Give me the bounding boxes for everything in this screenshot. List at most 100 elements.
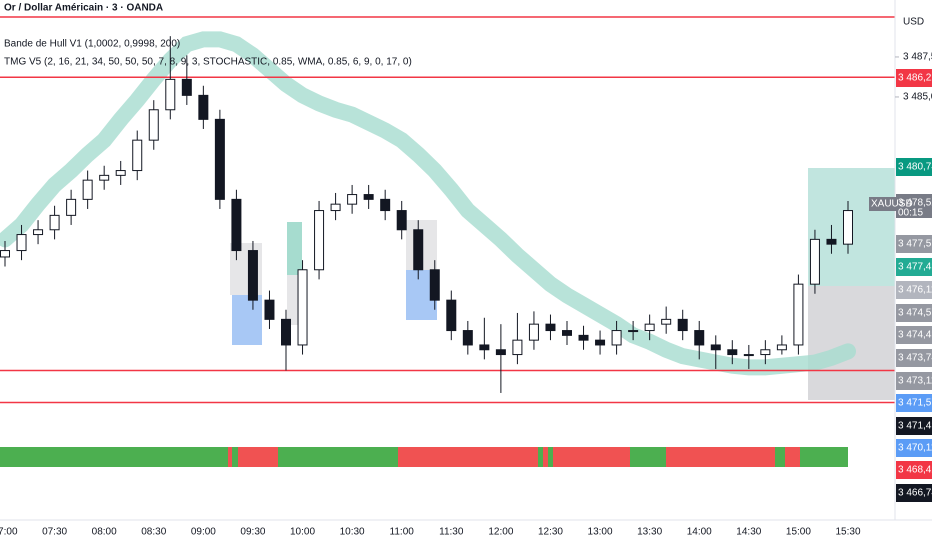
x-tick-label: 13:00	[588, 527, 613, 538]
candle-body	[843, 210, 853, 245]
price-label: 3 468,427	[898, 465, 932, 476]
candle-body	[231, 198, 242, 252]
signal-bear	[553, 447, 630, 467]
candle-body	[809, 238, 820, 285]
y-tick-label: 3 485,000	[903, 92, 932, 103]
signal-bear	[238, 447, 278, 467]
price-label-box	[896, 158, 932, 176]
price-label-box	[896, 372, 932, 390]
candle-body	[512, 339, 523, 356]
candle-body	[347, 194, 358, 205]
candle-body	[82, 179, 93, 200]
countdown: 00:15	[898, 208, 923, 219]
candle-body	[793, 283, 804, 346]
price-label: 3 476,113	[898, 285, 932, 296]
signal-bull	[800, 447, 848, 467]
candle-body	[363, 194, 374, 200]
price-label: 3 480,742	[898, 162, 932, 173]
x-tick-label: 12:30	[538, 527, 563, 538]
x-tick-label: 07:30	[42, 527, 67, 538]
x-tick-label: 10:00	[290, 527, 315, 538]
price-label-box	[896, 394, 932, 412]
x-tick-label: 09:00	[191, 527, 216, 538]
candle-body	[727, 349, 738, 356]
x-tick-label: 12:00	[488, 527, 513, 538]
price-label: 3 471,570	[898, 398, 932, 409]
symbol-box	[869, 197, 896, 211]
price-label-box	[896, 258, 932, 276]
candle-body	[181, 78, 192, 96]
x-tick-label: 07:00	[0, 527, 18, 538]
candle-body	[776, 344, 787, 351]
signal-bull	[278, 447, 398, 467]
price-label-box	[896, 194, 932, 218]
price-label: 3 474,570	[898, 308, 932, 319]
candle-body	[446, 299, 457, 332]
candle-body	[545, 323, 556, 332]
x-tick-label: 14:00	[687, 527, 712, 538]
price-label-box	[896, 461, 932, 479]
candle-body	[0, 250, 10, 258]
candle-body	[743, 354, 754, 357]
zone	[287, 222, 302, 275]
price-label-box	[896, 484, 932, 502]
signal-bull	[538, 447, 543, 467]
signal-bear	[785, 447, 800, 467]
signal-bull	[0, 447, 228, 467]
candle-body	[247, 250, 258, 301]
candle-body	[495, 349, 506, 356]
candle-body	[644, 323, 655, 332]
candle-body	[528, 323, 539, 341]
candle-body	[595, 339, 606, 346]
price-label: 3 474,433	[898, 330, 932, 341]
price-label: 3 473,742	[898, 353, 932, 364]
candle-body	[562, 330, 572, 336]
candle-body	[115, 170, 126, 176]
candle-body	[132, 139, 143, 172]
zone	[232, 295, 262, 345]
signal-bull	[548, 447, 553, 467]
candle-body	[198, 94, 209, 120]
price-label: 3 478,525	[898, 198, 932, 209]
plot	[0, 16, 895, 404]
candle-body	[99, 174, 110, 181]
price-label-box	[896, 417, 932, 435]
y-tick-label: 3 487,500	[903, 52, 932, 63]
signal-bear	[228, 447, 232, 467]
price-label-box	[896, 439, 932, 457]
signal-bear	[398, 447, 538, 467]
candle-body	[578, 334, 589, 341]
candle-body	[297, 269, 308, 346]
candle-body	[611, 330, 622, 346]
candle-body	[429, 269, 440, 301]
candle-body	[396, 210, 407, 231]
price-label: 3 473,113	[898, 376, 932, 387]
price-label: 3 486,228	[898, 73, 932, 84]
price-label: 3 477,570	[898, 239, 932, 250]
symbol-label: XAUUSD	[871, 199, 913, 210]
candle-body	[330, 203, 341, 212]
x-tick-label: 11:00	[390, 527, 415, 538]
currency: USD	[903, 17, 924, 28]
hull-band	[0, 31, 856, 376]
price-label: 3 466,742	[898, 488, 932, 499]
candle-body	[760, 349, 771, 356]
signal-bull	[232, 447, 238, 467]
signal-bear	[543, 447, 548, 467]
price-label: 3 477,433	[898, 262, 932, 273]
x-tick-label: 11:30	[439, 527, 464, 538]
candle-body	[479, 344, 490, 351]
indicator-label: Bande de Hull V1 (1,0002, 0,9998, 200)	[4, 39, 180, 50]
candle-body	[462, 330, 473, 346]
x-tick-label: 08:00	[92, 527, 117, 538]
x-tick-label: 13:30	[637, 527, 662, 538]
signal-bull	[775, 447, 785, 467]
price-label-box	[896, 69, 932, 87]
x-tick-label: 15:30	[835, 527, 860, 538]
candle-body	[628, 330, 639, 333]
price-label-box	[896, 281, 932, 299]
indicator-label: TMG V5 (2, 16, 21, 34, 50, 50, 50, 7, 8,…	[4, 57, 412, 68]
price-label: 3 470,113	[898, 443, 932, 454]
x-tick-label: 08:30	[141, 527, 166, 538]
